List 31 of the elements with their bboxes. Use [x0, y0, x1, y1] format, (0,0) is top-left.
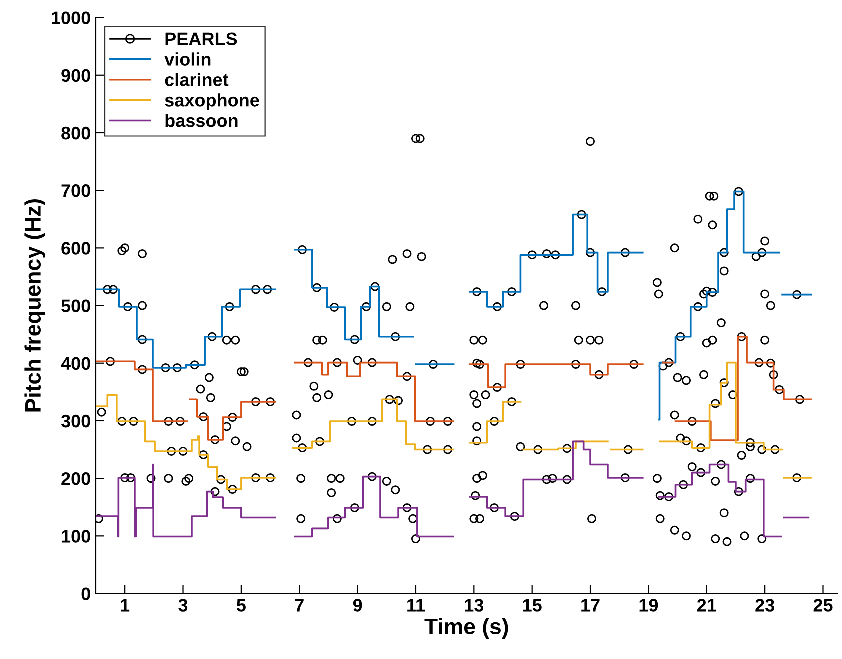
x-tick-label: 1: [121, 599, 130, 612]
y-tick-label: 600: [62, 242, 90, 255]
x-tick-label: 25: [814, 599, 833, 612]
y-tick-label: 100: [62, 530, 90, 543]
y-tick-label: 1000: [52, 12, 90, 25]
y-tick-label: 0: [82, 588, 90, 600]
x-tick-label: 17: [582, 599, 600, 612]
y-tick-label: 700: [62, 184, 90, 198]
y-tick-label: 400: [61, 357, 90, 370]
legend-label: violin: [164, 52, 211, 66]
legend-label: PEARLS: [166, 32, 238, 46]
x-tick-label: 21: [697, 599, 716, 612]
y-tick-label: 500: [62, 300, 90, 312]
x-tick-label: 7: [295, 599, 304, 612]
x-tick-label: 23: [756, 599, 774, 612]
x-tick-label: 5: [236, 599, 246, 612]
legend-label: clarinet: [165, 73, 229, 86]
y-tick-label: 300: [61, 414, 90, 428]
x-tick-label: 19: [640, 599, 658, 612]
legend-label: saxophone: [165, 94, 260, 110]
x-axis-title: Time (s): [424, 618, 508, 639]
y-tick-label: 800: [62, 126, 90, 140]
x-tick-label: 9: [353, 599, 362, 612]
legend-label: bassoon: [166, 114, 238, 128]
x-tick-label: 11: [408, 599, 426, 612]
y-tick-label: 900: [62, 69, 90, 82]
x-tick-label: 3: [178, 599, 188, 612]
x-tick-label: 13: [465, 599, 484, 612]
x-tick-label: 15: [523, 599, 542, 612]
y-tick-label: 200: [62, 472, 90, 486]
y-axis-title: Pitch frequency (Hz): [24, 199, 46, 412]
